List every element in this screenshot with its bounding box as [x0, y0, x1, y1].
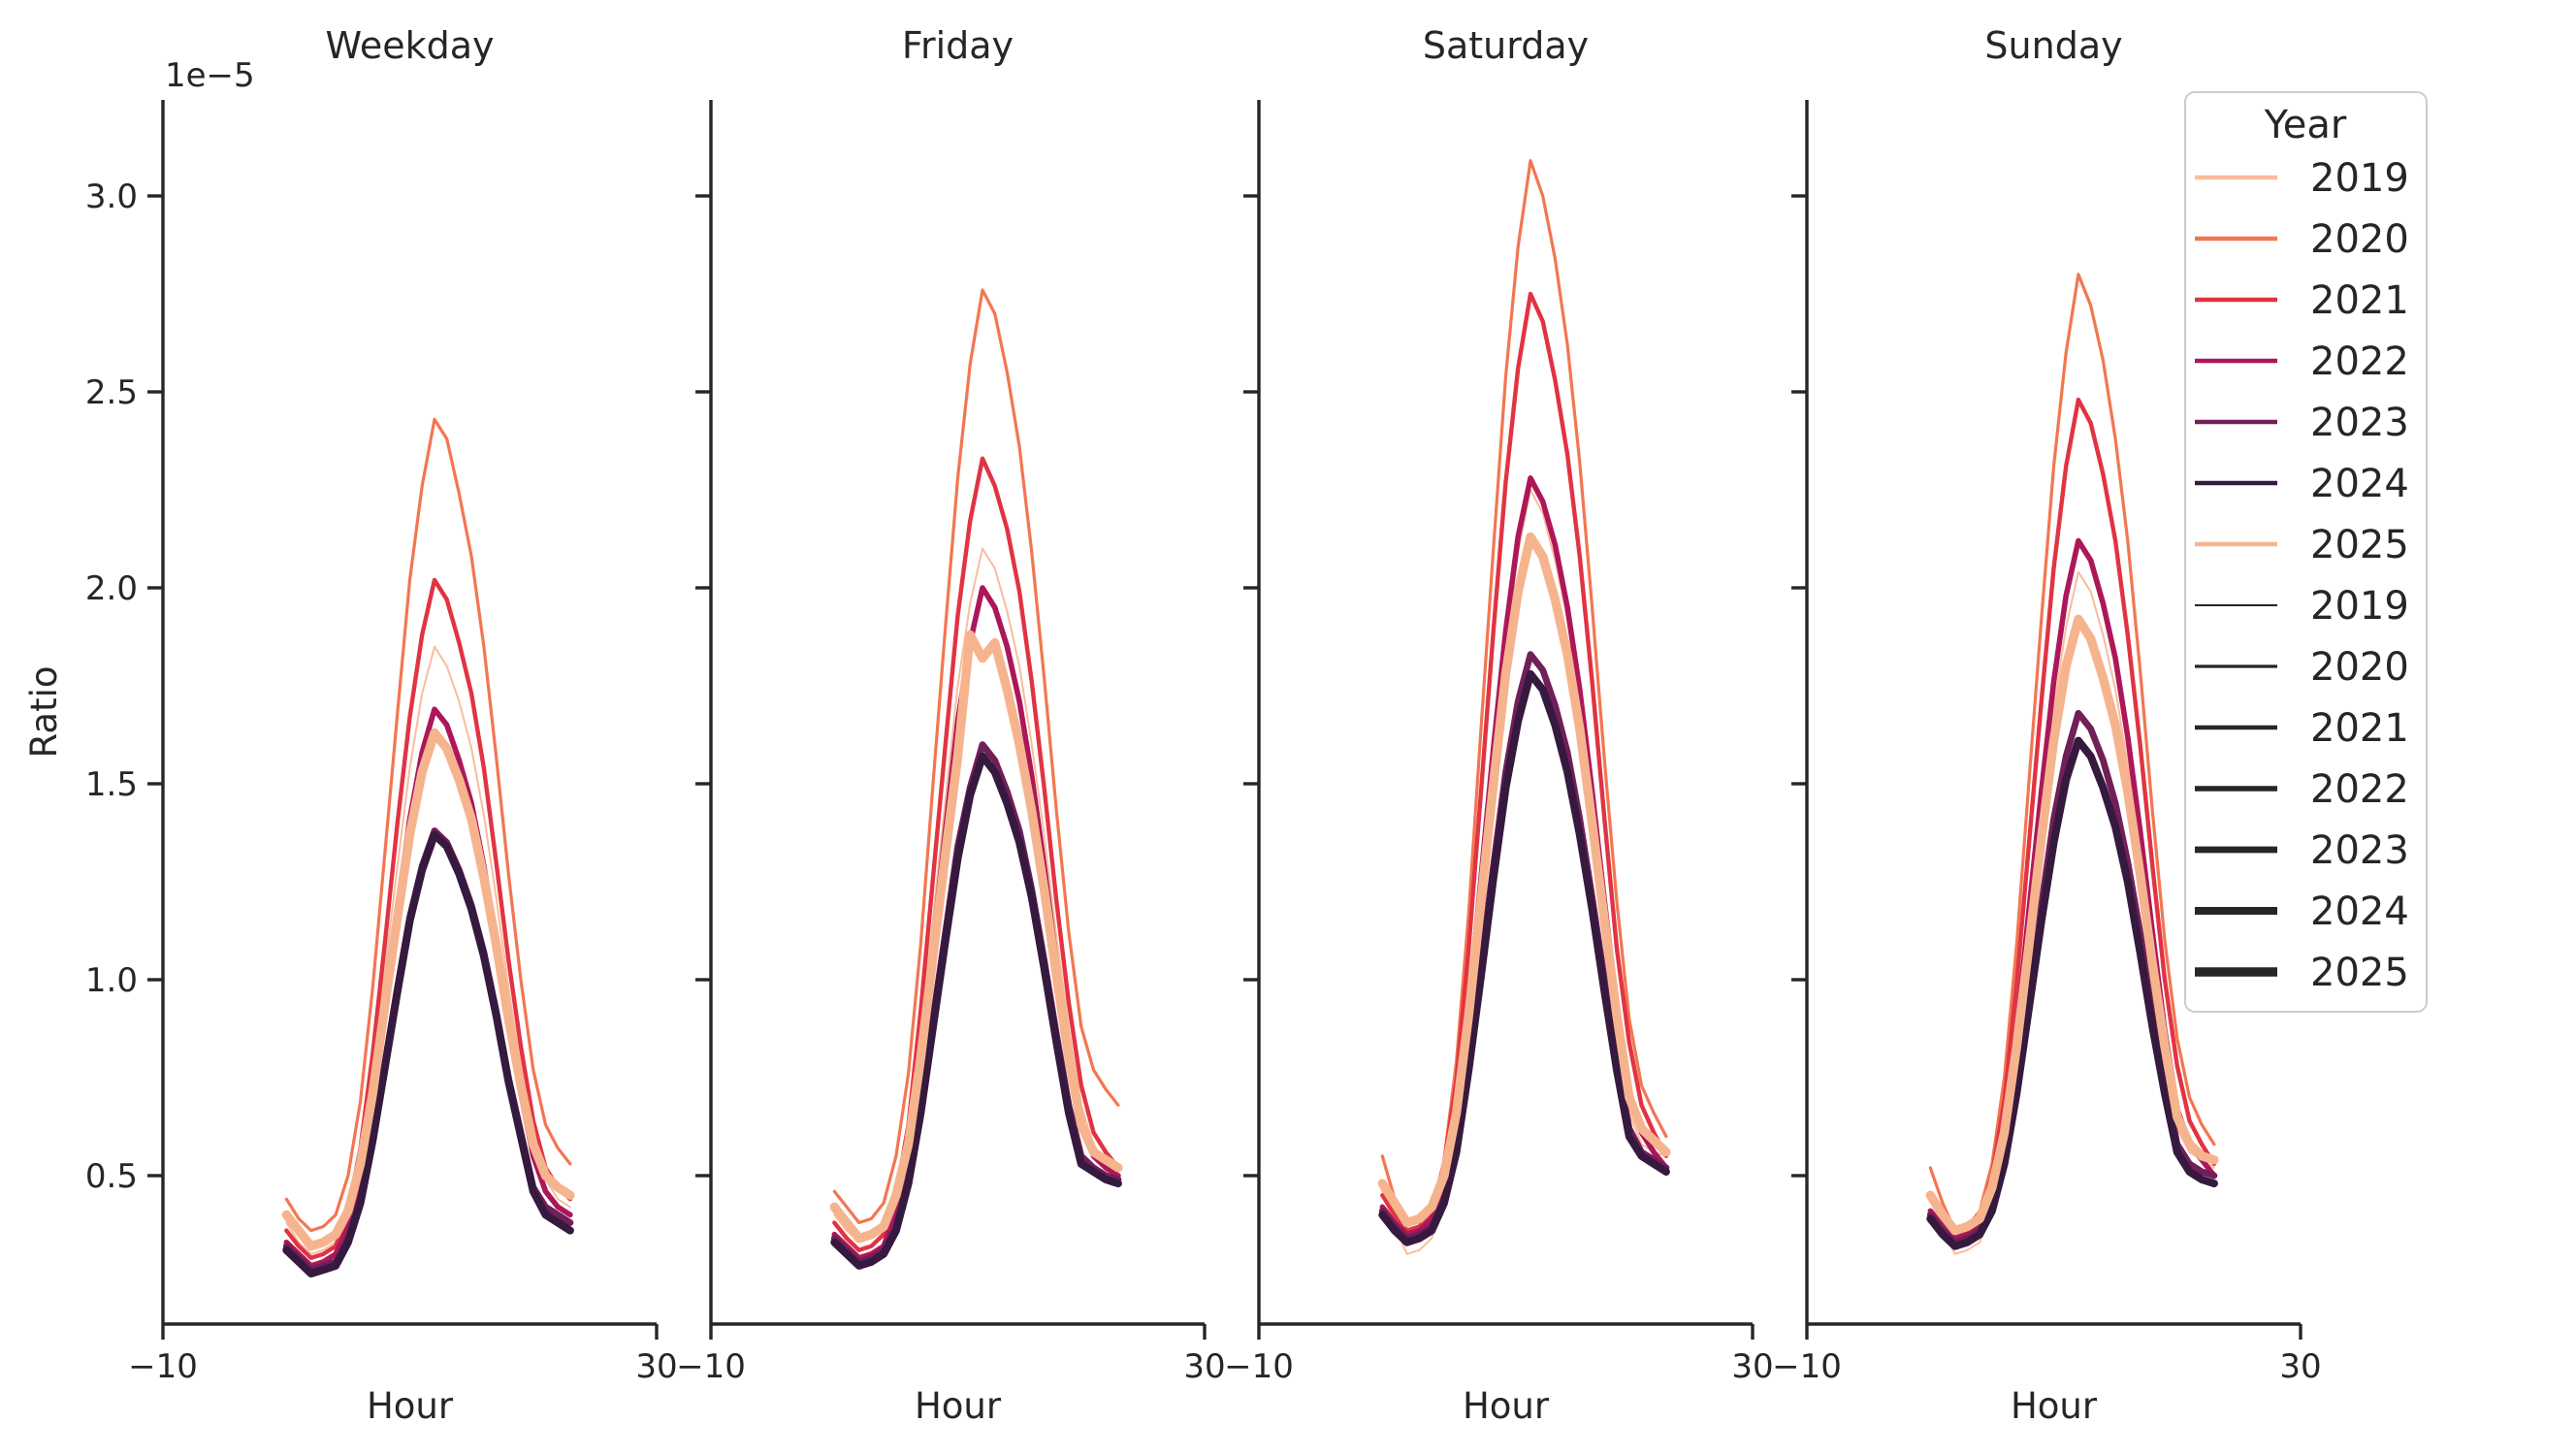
series-line-2023-sunday	[1926, 709, 2218, 1246]
series-line-2023-weekday	[282, 827, 574, 1274]
legend-hue-label: 2019	[2310, 156, 2409, 201]
x-tick-label: −10	[1224, 1347, 1294, 1386]
y-tick-label: 1.5	[85, 765, 138, 804]
panel-title: Friday	[902, 24, 1014, 67]
legend-hue-label: 2021	[2310, 278, 2409, 323]
series-line-2024-weekday	[282, 830, 574, 1277]
y-tick-label: 3.0	[85, 178, 138, 216]
x-tick-label: 30	[2279, 1347, 2321, 1386]
y-tick-label: 2.0	[85, 569, 138, 608]
series-line-2022-friday	[831, 585, 1121, 1261]
legend-size-label: 2023	[2310, 828, 2409, 873]
panel-saturday: −10 30 Saturday Hour	[1224, 24, 1774, 1427]
series-line-2023-friday	[830, 741, 1122, 1266]
series-line-2023-saturday	[1378, 651, 1670, 1242]
legend-hue-label: 2020	[2310, 217, 2409, 262]
legend-size-label: 2025	[2310, 951, 2409, 995]
panel-title: Saturday	[1423, 24, 1589, 67]
x-axis-label: Hour	[367, 1385, 454, 1427]
panel-weekday: 0.5 1.0 1.5 2.0 2.5 3.0 −10 30 Weekday Hour 1e−5 Ra…	[23, 24, 678, 1427]
x-tick-label: −10	[128, 1347, 198, 1386]
panel-friday: −10 30 Friday Hour	[676, 24, 1226, 1427]
x-tick-label: −10	[1772, 1347, 1842, 1386]
legend: Year 2019 2020 2021 2022 2023 2024 2025 2019 2020…	[2184, 91, 2428, 1013]
y-axis-label: Ratio	[23, 666, 65, 759]
series-line-2025-friday	[829, 630, 1123, 1244]
series-line-2020-weekday	[284, 417, 572, 1233]
panel-sunday: −10 30 Sunday Hour	[1772, 24, 2322, 1427]
legend-hue-label: 2022	[2310, 340, 2409, 384]
x-tick-label: 30	[1183, 1347, 1225, 1386]
legend-hue-label: 2025	[2310, 523, 2409, 567]
y-tick-label: 2.5	[85, 373, 138, 412]
legend-hue-label: 2024	[2310, 462, 2409, 506]
panel-title: Weekday	[325, 24, 494, 67]
series-line-2024-sunday	[1926, 736, 2218, 1250]
series-line-2025-saturday	[1377, 532, 1671, 1228]
x-axis-label: Hour	[2011, 1385, 2098, 1427]
legend-size-label: 2019	[2310, 584, 2409, 629]
panel-title: Sunday	[1984, 24, 2122, 67]
legend-box	[2184, 91, 2428, 1013]
series-line-2019-saturday	[1381, 489, 1667, 1255]
series-line-2019-sunday	[1929, 570, 2215, 1255]
x-axis-label: Hour	[1463, 1385, 1550, 1427]
legend-size-label: 2024	[2310, 889, 2409, 934]
x-tick-label: 30	[635, 1347, 677, 1386]
y-offset-label: 1e−5	[165, 56, 255, 95]
y-tick-label: 1.0	[85, 961, 138, 1000]
x-tick-label: −10	[676, 1347, 746, 1386]
series-line-2024-friday	[830, 752, 1122, 1270]
legend-title: Year	[2264, 103, 2347, 147]
series-line-2025-weekday	[281, 728, 575, 1251]
x-axis-label: Hour	[915, 1385, 1002, 1427]
x-tick-label: 30	[1731, 1347, 1773, 1386]
legend-size-label: 2020	[2310, 645, 2409, 690]
legend-size-label: 2022	[2310, 767, 2409, 812]
series-line-2021-weekday	[284, 577, 573, 1261]
series-line-2021-friday	[832, 456, 1121, 1253]
legend-size-label: 2021	[2310, 706, 2409, 751]
y-tick-label: 0.5	[85, 1157, 138, 1196]
series-line-2020-friday	[832, 288, 1120, 1225]
legend-hue-label: 2023	[2310, 401, 2409, 445]
series-line-2024-saturday	[1378, 669, 1670, 1246]
series-line-2025-sunday	[1925, 614, 2219, 1236]
